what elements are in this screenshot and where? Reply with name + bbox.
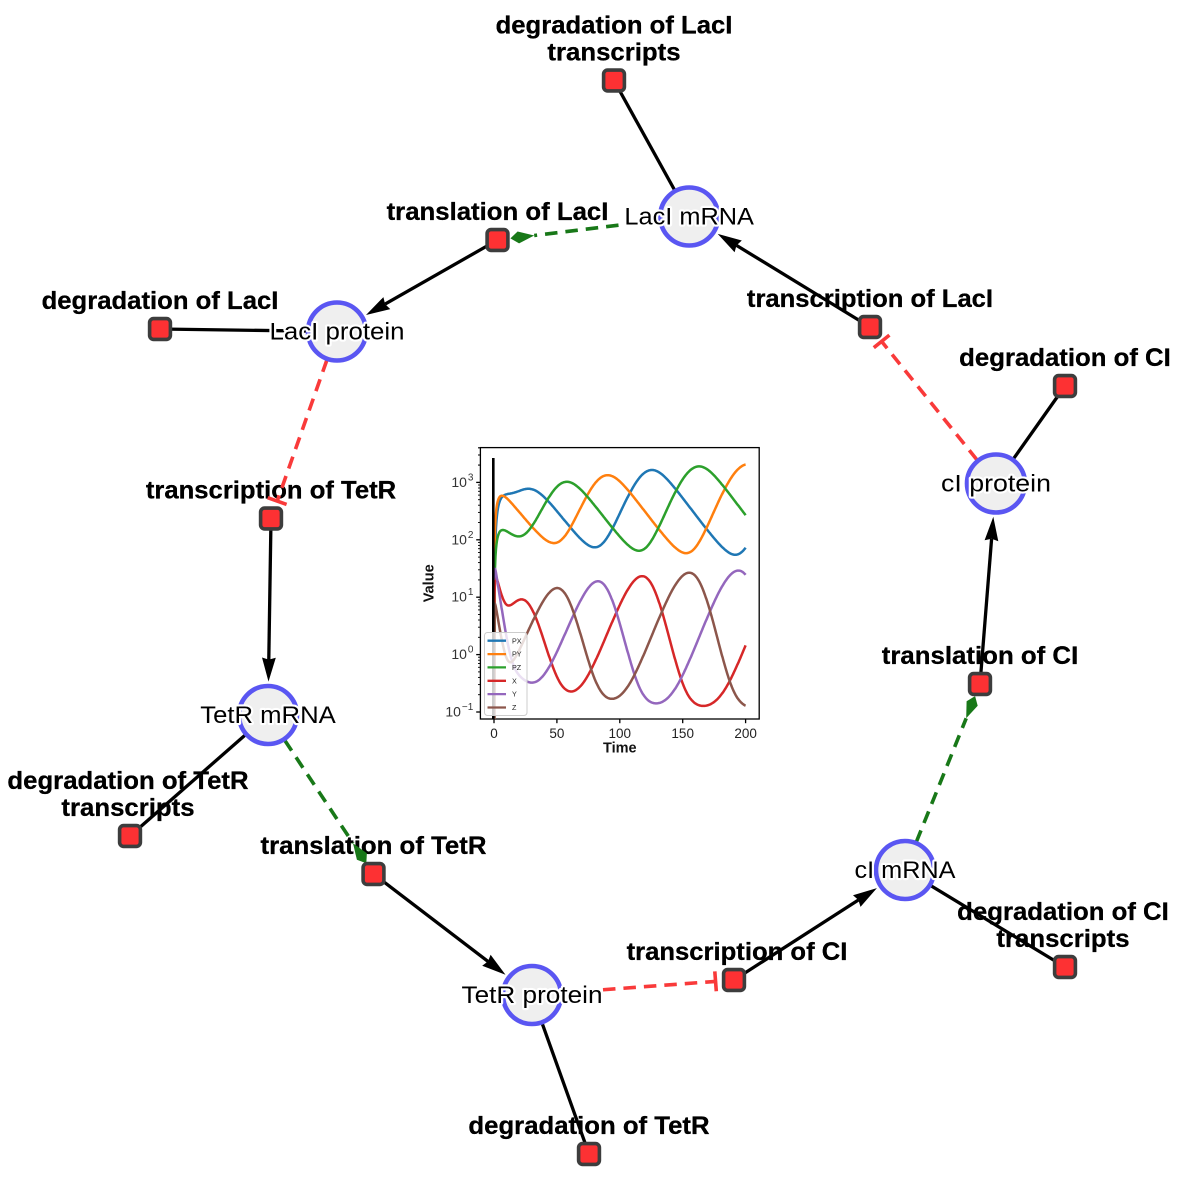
svg-text:degradation of TetR: degradation of TetR <box>7 767 248 795</box>
svg-text:transcription of LacI: transcription of LacI <box>747 285 993 313</box>
svg-text:PX: PX <box>512 636 522 645</box>
svg-text:degradation of TetR: degradation of TetR <box>7 767 248 795</box>
svg-text:degradation of CI: degradation of CI <box>959 344 1171 372</box>
svg-text:TetR protein: TetR protein <box>462 982 603 1009</box>
svg-text:degradation of CI: degradation of CI <box>959 344 1171 372</box>
svg-text:150: 150 <box>671 726 694 741</box>
svg-text:degradation of LacI: degradation of LacI <box>42 287 279 315</box>
svg-text:cI protein: cI protein <box>941 471 1051 498</box>
svg-text:translation of TetR: translation of TetR <box>261 832 487 860</box>
svg-text:LacI protein: LacI protein <box>270 319 405 346</box>
svg-text:1: 1 <box>468 587 474 598</box>
svg-text:degradation of TetR: degradation of TetR <box>468 1112 709 1140</box>
svg-text:2: 2 <box>468 530 474 541</box>
svg-text:−1: −1 <box>462 702 474 713</box>
svg-text:degradation of LacI: degradation of LacI <box>496 12 733 40</box>
svg-text:10: 10 <box>451 589 467 605</box>
svg-text:TetR mRNA: TetR mRNA <box>200 702 336 729</box>
svg-text:degradation of LacI: degradation of LacI <box>42 287 279 315</box>
svg-text:transcripts: transcripts <box>996 925 1129 953</box>
svg-text:transcripts: transcripts <box>996 925 1129 953</box>
svg-text:translation of TetR: translation of TetR <box>261 832 487 860</box>
svg-text:50: 50 <box>549 726 564 741</box>
svg-text:translation of LacI: translation of LacI <box>387 198 609 226</box>
svg-text:10: 10 <box>451 531 467 547</box>
svg-text:X: X <box>512 676 517 685</box>
svg-text:Time: Time <box>603 741 637 757</box>
svg-text:degradation of LacI: degradation of LacI <box>496 12 733 40</box>
svg-text:Z: Z <box>512 703 517 712</box>
svg-text:Value: Value <box>422 564 438 602</box>
svg-text:transcription of CI: transcription of CI <box>627 938 848 966</box>
svg-text:degradation of TetR: degradation of TetR <box>468 1112 709 1140</box>
svg-text:LacI mRNA: LacI mRNA <box>624 204 754 231</box>
svg-text:200: 200 <box>734 726 757 741</box>
svg-text:translation of CI: translation of CI <box>882 642 1079 670</box>
svg-text:Y: Y <box>512 690 517 699</box>
svg-text:transcription of CI: transcription of CI <box>627 938 848 966</box>
svg-text:PY: PY <box>512 650 522 659</box>
svg-text:0: 0 <box>468 645 474 656</box>
svg-text:transcription of LacI: transcription of LacI <box>747 285 993 313</box>
svg-text:transcripts: transcripts <box>547 39 680 67</box>
svg-text:transcripts: transcripts <box>61 794 194 822</box>
svg-text:100: 100 <box>609 726 632 741</box>
svg-text:cI mRNA: cI mRNA <box>855 857 957 884</box>
svg-text:10: 10 <box>445 704 461 720</box>
svg-text:10: 10 <box>451 646 467 662</box>
svg-text:PZ: PZ <box>512 663 522 672</box>
svg-text:3: 3 <box>468 472 474 483</box>
svg-text:0: 0 <box>490 726 498 741</box>
svg-text:translation of LacI: translation of LacI <box>387 198 609 226</box>
svg-text:transcripts: transcripts <box>547 39 680 67</box>
svg-text:10: 10 <box>451 474 467 490</box>
